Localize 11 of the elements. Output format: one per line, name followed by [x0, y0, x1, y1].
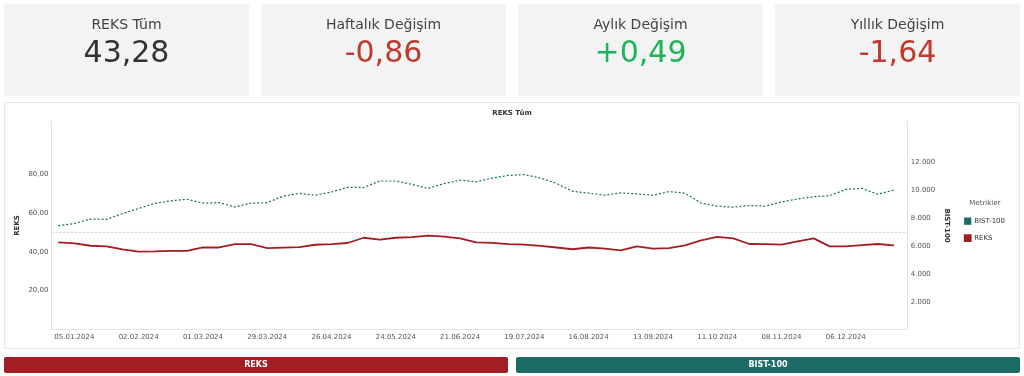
- text: +0,49: [594, 34, 687, 69]
- text: 43,28: [83, 34, 170, 69]
- text: -1,64: [858, 34, 937, 69]
- category-label: REKS Tüm: [90, 16, 163, 32]
- text: -0,86: [344, 34, 423, 69]
- category-label: BIST-100: [516, 357, 1020, 373]
- category-label: REKS: [4, 357, 508, 373]
- category-label: Yıllık Değişim: [849, 16, 946, 32]
- category-label: Aylık Değişim: [592, 16, 689, 32]
- category-label: Haftalık Değişim: [324, 16, 443, 32]
- line-series: [57, 173, 895, 227]
